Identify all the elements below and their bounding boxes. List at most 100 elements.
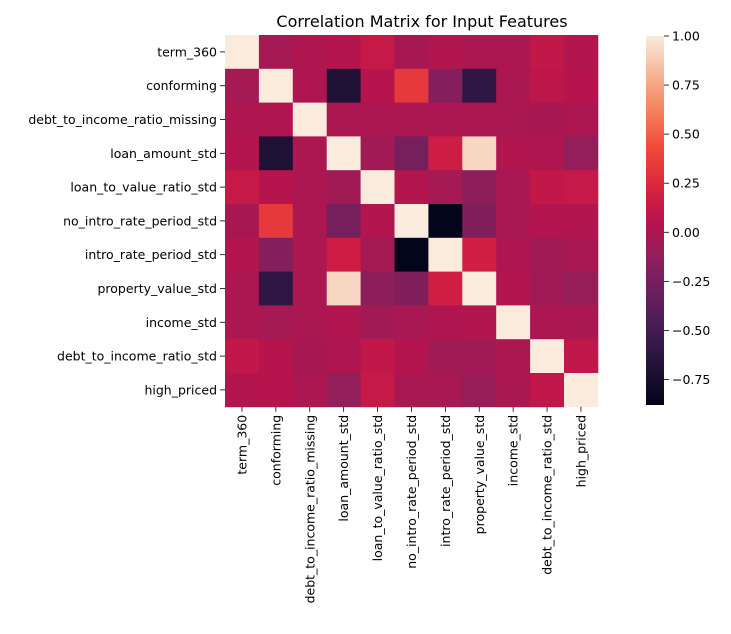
heatmap-cell [496, 271, 531, 306]
heatmap-cell [394, 170, 429, 205]
heatmap-cell [462, 271, 497, 306]
heatmap-cell [258, 305, 294, 340]
heatmap-cell [496, 339, 531, 374]
chart-title: Correlation Matrix for Input Features [276, 12, 567, 31]
heatmap-cell [428, 373, 463, 408]
row-tick-label: property_value_std [97, 281, 217, 296]
heatmap-cell [326, 102, 361, 137]
heatmap-cell [462, 204, 497, 239]
heatmap-cell [225, 339, 260, 374]
colorbar-ticks: −0.75 −0.50 −0.25 0.00 0.25 0.50 0.75 1.00 [664, 29, 710, 387]
heatmap-cell [225, 136, 260, 171]
heatmap-cell [530, 204, 565, 239]
heatmap-cell [360, 204, 395, 239]
heatmap-cell [428, 204, 463, 239]
heatmap-cell [564, 136, 599, 171]
heatmap-cell [462, 136, 497, 171]
column-tick-label: no_intro_rate_period_std [404, 415, 419, 569]
heatmap-cell [394, 35, 429, 70]
heatmap-cell [564, 373, 599, 408]
heatmap-cell [394, 237, 429, 272]
heatmap-cell [326, 170, 361, 205]
heatmap-cell [258, 136, 294, 171]
heatmap-cell [326, 35, 361, 70]
heatmap-cell [360, 305, 395, 340]
heatmap-cell [225, 102, 260, 137]
row-tick-label: high_priced [144, 382, 217, 397]
heatmap-cell [394, 271, 429, 306]
heatmap-cell [428, 35, 463, 70]
heatmap-cell [496, 373, 531, 408]
heatmap-cell [462, 170, 497, 205]
heatmap-cell [360, 237, 395, 272]
row-tick-label: loan_to_value_ratio_std [70, 180, 217, 195]
heatmap-cell [292, 373, 328, 408]
colorbar-tick-label: −0.50 [672, 323, 710, 338]
heatmap-cell [292, 339, 328, 374]
heatmap-cell [530, 305, 565, 340]
heatmap-cell [530, 68, 565, 103]
heatmap-cell [225, 170, 260, 205]
heatmap-cell [530, 339, 565, 374]
column-tick-label: debt_to_income_ratio_std [540, 415, 555, 575]
heatmap-cell [292, 170, 328, 205]
column-tick-label: intro_rate_period_std [438, 415, 453, 547]
heatmap-cell [428, 271, 463, 306]
heatmap-cell [326, 339, 361, 374]
heatmap-cell [360, 170, 395, 205]
heatmap-cell [428, 136, 463, 171]
row-tick-labels: term_360 conforming debt_to_income_ratio_m… [28, 44, 225, 397]
heatmap-cell [496, 102, 531, 137]
column-tick-label: high_priced [573, 415, 588, 488]
heatmap-cell [292, 102, 328, 137]
row-tick-label: intro_rate_period_std [85, 247, 217, 262]
heatmap-cell [462, 102, 497, 137]
heatmap-cell [496, 204, 531, 239]
heatmap-cell [428, 339, 463, 374]
heatmap-cell [462, 339, 497, 374]
heatmap-cell [564, 305, 599, 340]
heatmap-cell [462, 237, 497, 272]
heatmap-cell [326, 237, 361, 272]
heatmap-cell [496, 237, 531, 272]
heatmap-cell [394, 102, 429, 137]
heatmap-cell [394, 305, 429, 340]
heatmap-cell [428, 237, 463, 272]
heatmap-cell [225, 68, 260, 103]
heatmap-cell [564, 271, 599, 306]
heatmap-cell [360, 136, 395, 171]
column-tick-label: property_value_std [472, 415, 487, 535]
heatmap-cell [258, 102, 294, 137]
heatmap-cell [292, 68, 328, 103]
heatmap-cell [292, 204, 328, 239]
colorbar-tick-label: 1.00 [672, 29, 700, 44]
heatmap-cell [360, 373, 395, 408]
heatmap-cell [564, 35, 599, 70]
heatmap-cell [258, 68, 294, 103]
colorbar-tick-label: −0.25 [672, 274, 710, 289]
heatmap-cell [564, 68, 599, 103]
row-tick-label: no_intro_rate_period_std [63, 213, 217, 228]
heatmap-cell [496, 35, 531, 70]
heatmap-cell [360, 68, 395, 103]
heatmap-cell [360, 102, 395, 137]
colorbar-tick-label: 0.25 [672, 176, 700, 191]
heatmap-cell [530, 35, 565, 70]
heatmap-cell [462, 373, 497, 408]
row-tick-label: conforming [146, 78, 217, 93]
heatmap-cell [530, 237, 565, 272]
heatmap-cell [394, 373, 429, 408]
heatmap-cell [428, 170, 463, 205]
heatmap-cell [530, 373, 565, 408]
heatmap-cell [462, 35, 497, 70]
heatmap-cell [360, 339, 395, 374]
heatmap-cell [496, 305, 531, 340]
heatmap-cell [326, 68, 361, 103]
heatmap-cell [394, 339, 429, 374]
heatmap-cell [326, 204, 361, 239]
heatmap-cell [462, 305, 497, 340]
column-tick-label: loan_to_value_ratio_std [370, 415, 385, 562]
column-tick-label: debt_to_income_ratio_missing [302, 415, 317, 604]
heatmap-cell [326, 305, 361, 340]
